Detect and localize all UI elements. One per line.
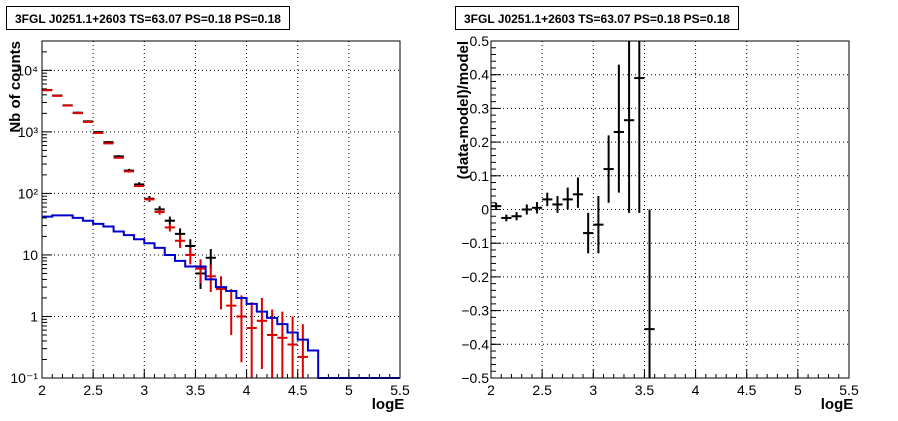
x-tick-label: 2 (487, 382, 495, 398)
y-tick-label: 0.3 (470, 100, 490, 116)
plot-frame (41, 40, 401, 379)
y-tick-label: −0.4 (461, 336, 489, 352)
residuals-panel: 3FGL J0251.1+2603 TS=63.07 PS=0.18 PS=0.… (449, 0, 898, 421)
y-tick-label: 10⁻¹ (10, 370, 38, 386)
y-tick-label: −0.1 (461, 235, 489, 251)
x-tick-label: 4 (243, 382, 251, 398)
x-tick-label: 4 (692, 382, 700, 398)
y-tick-label: 10 (22, 247, 38, 263)
chart-title: 3FGL J0251.1+2603 TS=63.07 PS=0.18 PS=0.… (455, 6, 739, 30)
y-tick-label: 0.1 (470, 168, 490, 184)
x-tick-label: 2 (38, 382, 46, 398)
x-axis-label: logE (372, 396, 405, 413)
x-axis-label: logE (821, 396, 854, 413)
x-tick-label: 3 (140, 382, 148, 398)
x-tick-label: 5 (794, 382, 802, 398)
y-tick-label: 10³ (18, 124, 39, 140)
x-tick-label: 4.5 (288, 382, 308, 398)
y-tick-label: 1 (30, 308, 38, 324)
x-tick-label: 3.5 (186, 382, 206, 398)
x-tick-label: 5.5 (390, 382, 410, 398)
x-tick-label: 2.5 (532, 382, 552, 398)
x-tick-label: 4.5 (737, 382, 757, 398)
x-tick-label: 2.5 (83, 382, 103, 398)
x-tick-label: 5 (345, 382, 353, 398)
x-tick-label: 3.5 (635, 382, 655, 398)
y-axis-label: (data-model)/model (455, 41, 472, 179)
chart-title: 3FGL J0251.1+2603 TS=63.07 PS=0.18 PS=0.… (6, 6, 290, 30)
y-tick-label: −0.5 (461, 370, 489, 386)
x-tick-label: 3 (589, 382, 597, 398)
counts-panel: 3FGL J0251.1+2603 TS=63.07 PS=0.18 PS=0.… (6, 6, 410, 413)
y-tick-label: −0.2 (461, 269, 489, 285)
y-tick-label: 0.2 (470, 134, 490, 150)
model-step-line (42, 214, 400, 379)
y-tick-label: 10⁴ (16, 62, 38, 78)
y-tick-label: 0.5 (470, 33, 490, 49)
plot-frame (490, 40, 850, 379)
y-tick-label: 0 (481, 202, 489, 218)
x-tick-label: 5.5 (839, 382, 859, 398)
residuals-chart: 2 2.5 3 3.5 4 4.5 5 5.5 −0.5 −0.4 −0.3 −0.2 −0.1 0 0.1… (455, 33, 859, 413)
y-tick-label: 0.4 (470, 67, 490, 83)
y-tick-label: 10² (18, 185, 39, 201)
y-tick-label: −0.3 (461, 303, 489, 319)
counts-chart: 2 2.5 3 3.5 4 4.5 5 5.5 10⁻¹ 1 10 10² 10³ 10⁴ logE Nb o… (7, 40, 410, 413)
y-axis-label: Nb of counts (7, 41, 24, 133)
